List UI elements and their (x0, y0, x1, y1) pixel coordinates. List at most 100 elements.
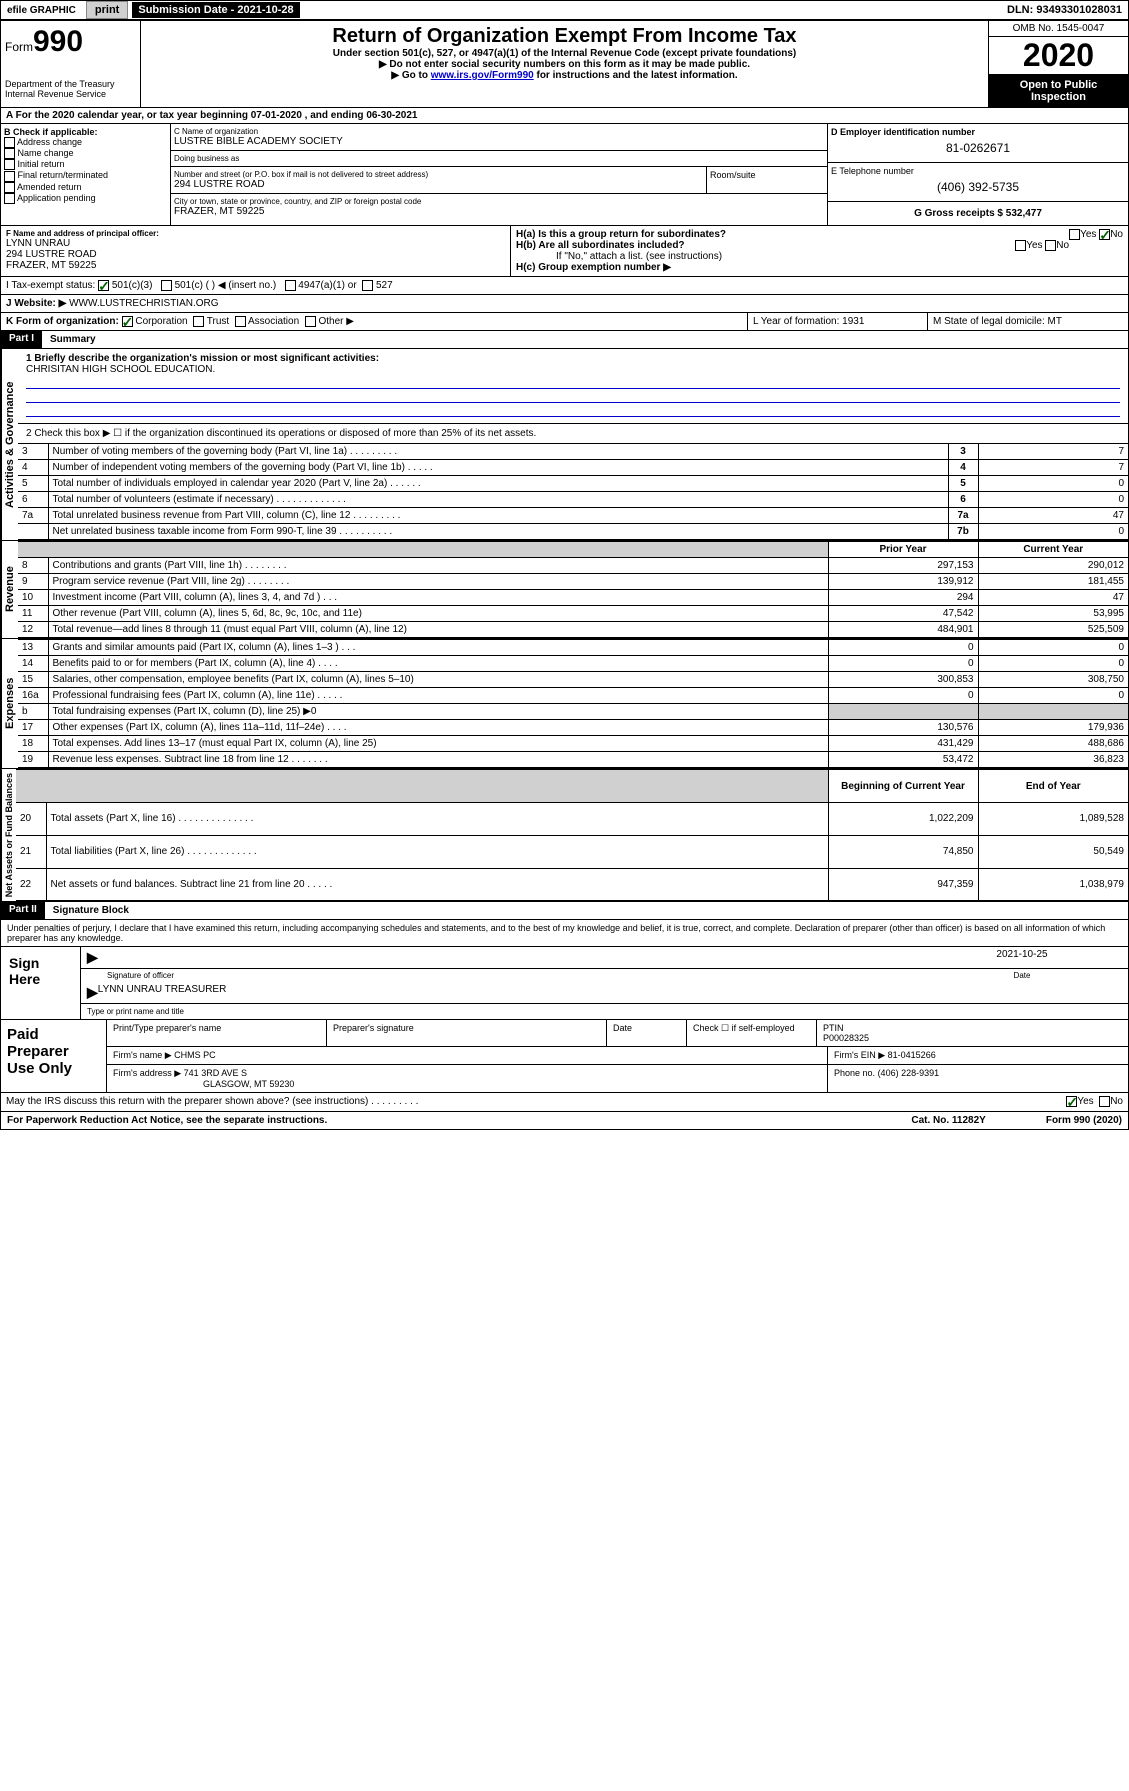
q2: 2 Check this box ▶ ☐ if the organization… (18, 424, 1128, 443)
firm-ein: 81-0415266 (888, 1050, 936, 1060)
vlabel-rev: Revenue (1, 541, 18, 638)
part2-header: Part II Signature Block (0, 902, 1129, 920)
prep-name-label: Print/Type preparer's name (107, 1020, 327, 1046)
omb-number: OMB No. 1545-0047 (989, 21, 1128, 37)
table-row: 17Other expenses (Part IX, column (A), l… (18, 720, 1128, 736)
checkbox-assoc[interactable] (235, 316, 246, 327)
net-table: Beginning of Current YearEnd of Year20To… (16, 769, 1128, 901)
footer-mid: Cat. No. 11282Y (911, 1115, 985, 1126)
officer-addr1: 294 LUSTRE ROAD (6, 249, 505, 260)
checkbox-hb-no[interactable] (1045, 240, 1056, 251)
checkbox-discuss-no[interactable] (1099, 1096, 1110, 1107)
addr-label: Number and street (or P.O. box if mail i… (174, 170, 703, 179)
officer-label: F Name and address of principal officer: (6, 229, 505, 238)
checkbox-final[interactable] (4, 171, 15, 182)
officer-name-title: LYNN UNRAU TREASURER (98, 984, 227, 1001)
vlabel-net: Net Assets or Fund Balances (1, 769, 16, 901)
room-label: Room/suite (707, 167, 827, 193)
checkbox-name-change[interactable] (4, 148, 15, 159)
checkbox-trust[interactable] (193, 316, 204, 327)
section-revenue: Revenue Prior YearCurrent Year8Contribut… (0, 541, 1129, 639)
table-row: 7aTotal unrelated business revenue from … (18, 508, 1128, 524)
gov-table: 3Number of voting members of the governi… (18, 443, 1128, 540)
sig-arrow2: ▶ (87, 984, 98, 1001)
irs-link[interactable]: www.irs.gov/Form990 (431, 70, 534, 81)
table-row: 20Total assets (Part X, line 16) . . . .… (16, 803, 1128, 836)
topbar: efile GRAPHIC print Submission Date - 20… (0, 0, 1129, 20)
table-row: 19Revenue less expenses. Subtract line 1… (18, 752, 1128, 768)
footer-right: Form 990 (2020) (1046, 1115, 1122, 1126)
checkbox-501c[interactable] (161, 280, 172, 291)
sig-date-label: Date (922, 971, 1122, 980)
prep-date-label: Date (607, 1020, 687, 1046)
row-fh: F Name and address of principal officer:… (0, 226, 1129, 277)
discuss-label: May the IRS discuss this return with the… (6, 1096, 418, 1107)
checkbox-501c3[interactable] (98, 280, 109, 291)
submission-date: Submission Date - 2021-10-28 (132, 2, 299, 18)
table-row: 22Net assets or fund balances. Subtract … (16, 868, 1128, 901)
dln-label: DLN: 93493301028031 (1001, 2, 1128, 18)
col-d: D Employer identification number 81-0262… (828, 124, 1128, 225)
form-subtitle: Under section 501(c), 527, or 4947(a)(1)… (145, 48, 984, 59)
name-title-label: Type or print name and title (87, 1007, 184, 1016)
h-c: H(c) Group exemption number ▶ (516, 262, 1123, 273)
self-emp-label: Check ☐ if self-employed (687, 1020, 817, 1046)
form-number: Form990 (5, 25, 136, 59)
ein-value: 81-0262671 (831, 137, 1125, 159)
checkbox-pending[interactable] (4, 193, 15, 204)
j-label: J Website: ▶ (6, 298, 66, 309)
row-klm: K Form of organization: Corporation Trus… (0, 313, 1129, 331)
form-note2: ▶ Go to www.irs.gov/Form990 for instruct… (145, 70, 984, 81)
phone-value: (406) 392-5735 (831, 176, 1125, 198)
l-year: L Year of formation: 1931 (748, 313, 928, 330)
checkbox-discuss-yes[interactable] (1066, 1096, 1077, 1107)
checkbox-initial[interactable] (4, 159, 15, 170)
table-row: 18Total expenses. Add lines 13–17 (must … (18, 736, 1128, 752)
officer-addr2: FRAZER, MT 59225 (6, 260, 505, 271)
efile-label: efile GRAPHIC (1, 3, 82, 18)
firm-addr: 741 3RD AVE S (184, 1068, 247, 1078)
sig-arrow: ▶ (87, 949, 98, 966)
table-row: 9Program service revenue (Part VIII, lin… (18, 574, 1128, 590)
form-header: Form990 Department of the Treasury Inter… (0, 20, 1129, 108)
phone-label: E Telephone number (831, 166, 1125, 176)
section-net: Net Assets or Fund Balances Beginning of… (0, 769, 1129, 902)
table-row: 21Total liabilities (Part X, line 26) . … (16, 835, 1128, 868)
website-value: WWW.LUSTRECHRISTIAN.ORG (69, 298, 218, 309)
checkbox-hb-yes[interactable] (1015, 240, 1026, 251)
firm-city: GLASGOW, MT 59230 (113, 1079, 294, 1089)
checkbox-4947[interactable] (285, 280, 296, 291)
checkbox-527[interactable] (362, 280, 373, 291)
paid-preparer: Paid Preparer Use Only Print/Type prepar… (0, 1020, 1129, 1093)
city-label: City or town, state or province, country… (174, 197, 824, 206)
print-button[interactable]: print (86, 1, 128, 19)
dept-label: Department of the Treasury Internal Reve… (5, 79, 136, 99)
exp-table: 13Grants and similar amounts paid (Part … (18, 639, 1128, 768)
table-row: 10Investment income (Part VIII, column (… (18, 590, 1128, 606)
section-bcdeg: B Check if applicable: Address change Na… (0, 124, 1129, 226)
rev-table: Prior YearCurrent Year8Contributions and… (18, 541, 1128, 638)
city-value: FRAZER, MT 59225 (174, 206, 824, 217)
table-row: 12Total revenue—add lines 8 through 11 (… (18, 622, 1128, 638)
checkbox-corp[interactable] (122, 316, 133, 327)
checkbox-amended[interactable] (4, 182, 15, 193)
table-header: Prior YearCurrent Year (18, 542, 1128, 558)
h-b: H(b) Are all subordinates included? Yes … (516, 240, 1123, 251)
checkbox-ha-yes[interactable] (1069, 229, 1080, 240)
addr-value: 294 LUSTRE ROAD (174, 179, 703, 190)
sign-block: Sign Here ▶ 2021-10-25 Signature of offi… (0, 947, 1129, 1020)
form-note1: ▶ Do not enter social security numbers o… (145, 59, 984, 70)
dba-label: Doing business as (174, 154, 824, 163)
org-name: LUSTRE BIBLE ACADEMY SOCIETY (174, 136, 824, 147)
q1-value: CHRISITAN HIGH SCHOOL EDUCATION. (26, 364, 1120, 375)
checkbox-addr-change[interactable] (4, 137, 15, 148)
line-a: A For the 2020 calendar year, or tax yea… (0, 108, 1129, 124)
gross-receipts: G Gross receipts $ 532,477 (914, 208, 1042, 219)
sign-here-label: Sign Here (1, 947, 81, 1019)
ptin-label: PTIN (823, 1023, 1122, 1033)
checkbox-ha-no[interactable] (1099, 229, 1110, 240)
table-row: 5Total number of individuals employed in… (18, 476, 1128, 492)
checkbox-other[interactable] (305, 316, 316, 327)
sig-officer-label: Signature of officer (107, 971, 922, 980)
k-label: K Form of organization: (6, 316, 119, 327)
